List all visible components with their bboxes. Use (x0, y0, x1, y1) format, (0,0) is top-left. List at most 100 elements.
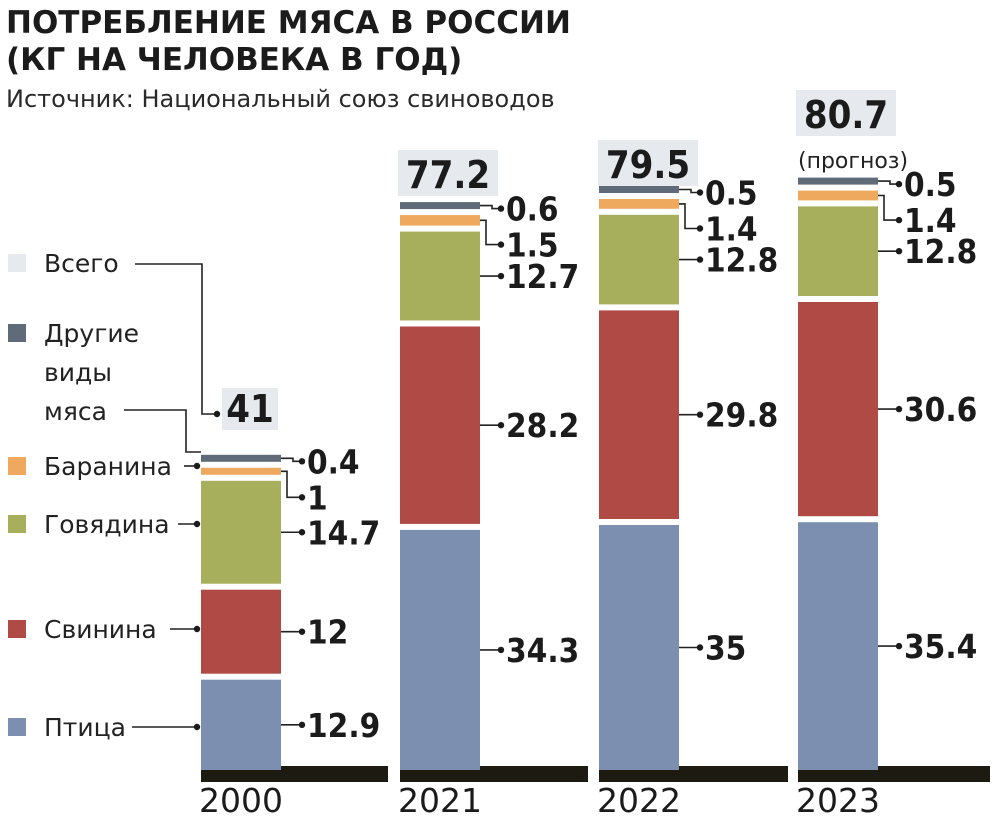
leader-dot-2021-3 (497, 241, 505, 248)
legend-label-other-line: Другие (44, 319, 139, 348)
leader-2022-4 (679, 188, 699, 194)
year-label-2000: 2000 (199, 781, 283, 818)
leader-dot-2021-1 (497, 422, 505, 429)
bar-2022-1 (599, 310, 679, 519)
leader-dot-2022-4 (696, 189, 704, 196)
bar-2000-3 (201, 467, 281, 475)
chart-subtitle: Источник: Национальный союз свиноводов (6, 85, 555, 113)
leader-dot-2022-3 (696, 225, 704, 232)
chart-title-line: (КГ НА ЧЕЛОВЕКА В ГОД) (6, 42, 462, 78)
year-label-2021: 2021 (398, 781, 482, 818)
leader-dot-2022-0 (696, 644, 704, 651)
leader-dot-2021-0 (497, 646, 505, 654)
bar-2021-1 (400, 326, 480, 524)
legend-leader-other (124, 409, 201, 453)
total-label-2023: 80.7 (804, 93, 888, 137)
value-label-2023-3: 1.4 (904, 201, 957, 240)
leader-dot-2023-1 (895, 405, 903, 413)
legend-swatch-lamb (8, 457, 26, 475)
leader-2000-4 (281, 457, 301, 463)
legend-label-pork: Свинина (44, 615, 157, 644)
bar-2022-2 (599, 214, 679, 305)
value-label-2000-4: 0.4 (307, 442, 360, 481)
leader-dot-2000-2 (298, 529, 306, 536)
leader-dot-2023-0 (895, 642, 903, 650)
total-label-2022: 79.5 (606, 143, 690, 187)
leader-dot-2000-4 (298, 458, 306, 465)
leader-dot-2023-2 (895, 248, 903, 255)
legend-dot-poultry (193, 723, 201, 731)
legend-label-total: Всего (44, 249, 119, 278)
value-label-2023-0: 35.4 (904, 627, 977, 666)
leader-2021-4 (480, 204, 500, 210)
value-label-2000-1: 12 (307, 613, 348, 652)
legend-dot-total (213, 410, 221, 418)
value-label-2022-3: 1.4 (705, 210, 758, 249)
bar-2021-0 (400, 529, 480, 770)
legend-swatch-beef (8, 515, 26, 533)
value-label-2021-1: 28.2 (506, 406, 579, 445)
total-box-2021 (398, 150, 498, 196)
leader-2021-3 (480, 219, 500, 246)
legend-swatch-pork (8, 620, 26, 638)
legend-swatch-poultry (8, 718, 26, 736)
bar-2023-1 (798, 302, 878, 517)
leader-2023-4 (878, 180, 898, 185)
bar-2000-0 (201, 679, 281, 770)
value-label-2023-2: 12.8 (904, 232, 977, 271)
bar-2023-4 (798, 177, 878, 185)
bar-2000-2 (201, 480, 281, 584)
bar-2023-3 (798, 190, 878, 201)
total-box-2023 (796, 90, 896, 136)
legend-label-other-line: виды (44, 358, 112, 387)
leader-dot-2000-3 (298, 494, 306, 501)
total-label-2000: 41 (226, 387, 274, 431)
leader-2023-3 (878, 194, 898, 221)
leader-dot-2021-4 (497, 205, 505, 212)
bar-2021-4 (400, 202, 480, 210)
year-label-2022: 2022 (597, 781, 681, 818)
leader-dot-2023-4 (895, 180, 903, 188)
leader-dot-2000-0 (298, 721, 306, 729)
value-label-2000-0: 12.9 (307, 706, 380, 745)
value-label-2022-0: 35 (705, 629, 746, 668)
legend-label-other-line: мяса (44, 397, 107, 426)
leader-dot-2022-2 (696, 256, 704, 263)
bar-2021-3 (400, 215, 480, 226)
legend-leader-total (135, 263, 216, 415)
total-note-2023: (прогноз) (798, 149, 908, 174)
legend-dot-lamb (193, 462, 201, 470)
value-label-2000-2: 14.7 (307, 513, 380, 552)
value-label-2022-1: 29.8 (705, 396, 778, 435)
value-label-2021-3: 1.5 (506, 226, 559, 265)
leader-dot-2023-3 (895, 216, 903, 224)
year-label-2023: 2023 (796, 781, 880, 818)
leader-dot-2021-2 (497, 272, 505, 280)
bar-2000-4 (201, 454, 281, 462)
legend-dot-pork (193, 625, 201, 633)
bar-2023-0 (798, 522, 878, 770)
value-label-2021-4: 0.6 (506, 190, 559, 229)
total-label-2021: 77.2 (406, 153, 490, 197)
bar-2022-0 (599, 525, 679, 770)
bar-2023-2 (798, 206, 878, 296)
value-label-2021-0: 34.3 (506, 631, 579, 670)
total-box-2022 (598, 140, 698, 186)
leader-dot-2000-1 (298, 628, 306, 635)
leader-dot-2022-1 (696, 411, 704, 418)
value-label-2022-2: 12.8 (705, 241, 778, 280)
value-label-2022-4: 0.5 (705, 174, 758, 213)
leader-2022-3 (679, 203, 699, 230)
chart-title-line: ПОТРЕБЛЕНИЕ МЯСА В РОССИИ (6, 5, 571, 41)
value-label-2021-2: 12.7 (506, 257, 579, 296)
value-label-2023-4: 0.5 (904, 165, 957, 204)
bar-2022-4 (599, 186, 679, 193)
legend-swatch-other (8, 324, 26, 342)
legend-label-lamb: Баранина (44, 452, 172, 481)
legend-swatch-total (8, 254, 26, 272)
bar-2022-3 (599, 199, 679, 209)
total-box-2000 (222, 388, 278, 430)
leader-2000-3 (281, 470, 301, 499)
bar-2000-1 (201, 589, 281, 674)
value-label-2000-3: 1 (307, 478, 328, 517)
